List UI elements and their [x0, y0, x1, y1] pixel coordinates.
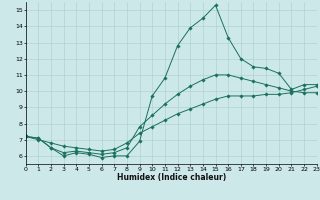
- X-axis label: Humidex (Indice chaleur): Humidex (Indice chaleur): [116, 173, 226, 182]
